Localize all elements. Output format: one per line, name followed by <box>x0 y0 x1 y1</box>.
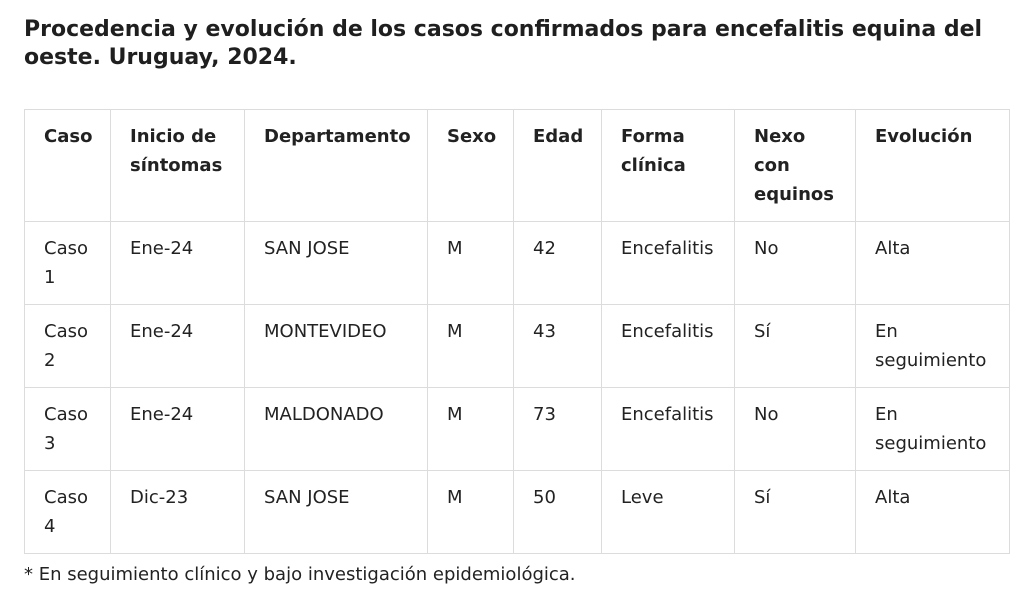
cell-edad: 50 <box>513 470 602 554</box>
header-edad: Edad <box>513 109 602 222</box>
footnote: * En seguimiento clínico y bajo investig… <box>24 564 576 585</box>
cell-nexo-equinos: Sí <box>734 304 856 388</box>
cell-inicio-sintomas: Ene-24 <box>110 304 245 388</box>
table-row: Caso 1 Ene-24 SAN JOSE M 42 Encefalitis … <box>24 221 1010 305</box>
cell-departamento: MONTEVIDEO <box>244 304 428 388</box>
cell-nexo-equinos: No <box>734 221 856 305</box>
cases-table: Caso Inicio de síntomas Departamento Sex… <box>24 109 1010 554</box>
table-header-row: Caso Inicio de síntomas Departamento Sex… <box>24 109 1010 222</box>
cell-caso: Caso 2 <box>24 304 111 388</box>
table-row: Caso 2 Ene-24 MONTEVIDEO M 43 Encefaliti… <box>24 304 1010 388</box>
cell-sexo: M <box>427 304 514 388</box>
cell-edad: 42 <box>513 221 602 305</box>
header-sexo: Sexo <box>427 109 514 222</box>
table-row: Caso 3 Ene-24 MALDONADO M 73 Encefalitis… <box>24 387 1010 471</box>
cell-sexo: M <box>427 221 514 305</box>
header-nexo-equinos: Nexo con equinos <box>734 109 856 222</box>
table-row: Caso 4 Dic-23 SAN JOSE M 50 Leve Sí Alta <box>24 470 1010 554</box>
cell-departamento: MALDONADO <box>244 387 428 471</box>
cell-edad: 43 <box>513 304 602 388</box>
cell-forma-clinica: Encefalitis <box>601 304 735 388</box>
header-evolucion: Evolución <box>855 109 1010 222</box>
cell-caso: Caso 1 <box>24 221 111 305</box>
cell-nexo-equinos: Sí <box>734 470 856 554</box>
cell-inicio-sintomas: Ene-24 <box>110 387 245 471</box>
cell-evolucion: En seguimiento <box>855 387 1010 471</box>
cell-inicio-sintomas: Ene-24 <box>110 221 245 305</box>
cell-nexo-equinos: No <box>734 387 856 471</box>
cell-evolucion: Alta <box>855 221 1010 305</box>
cell-forma-clinica: Leve <box>601 470 735 554</box>
cell-forma-clinica: Encefalitis <box>601 387 735 471</box>
cell-evolucion: En seguimiento <box>855 304 1010 388</box>
header-inicio-sintomas: Inicio de síntomas <box>110 109 245 222</box>
cell-inicio-sintomas: Dic-23 <box>110 470 245 554</box>
cell-sexo: M <box>427 470 514 554</box>
cell-caso: Caso 3 <box>24 387 111 471</box>
header-caso: Caso <box>24 109 111 222</box>
cell-edad: 73 <box>513 387 602 471</box>
cell-caso: Caso 4 <box>24 470 111 554</box>
cell-forma-clinica: Encefalitis <box>601 221 735 305</box>
page-title: Procedencia y evolución de los casos con… <box>24 17 983 70</box>
cell-sexo: M <box>427 387 514 471</box>
cell-departamento: SAN JOSE <box>244 470 428 554</box>
header-departamento: Departamento <box>244 109 428 222</box>
cell-evolucion: Alta <box>855 470 1010 554</box>
header-forma-clinica: Forma clínica <box>601 109 735 222</box>
cell-departamento: SAN JOSE <box>244 221 428 305</box>
